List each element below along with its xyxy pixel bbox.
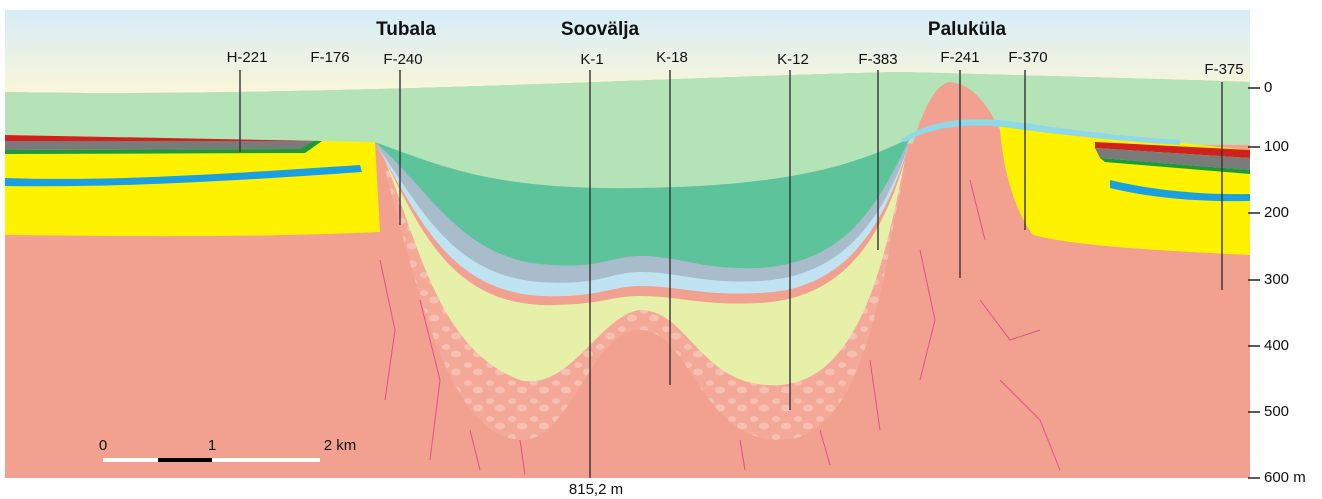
depth-note: 815,2 m [569, 481, 623, 498]
depth-label: 200 [1264, 204, 1289, 221]
borehole-label: F-241 [940, 49, 979, 66]
borehole-label: F-383 [858, 51, 897, 68]
borehole-label: K-12 [777, 51, 809, 68]
place-name: Paluküla [928, 19, 1007, 40]
borehole-label: K-18 [656, 49, 688, 66]
left-grey [5, 141, 320, 150]
place-name: Tubala [376, 19, 436, 40]
depth-label: 0 [1264, 79, 1272, 96]
depth-label: 300 [1264, 271, 1289, 288]
scale-label: 1 [208, 437, 216, 454]
depth-label: 100 [1264, 138, 1289, 155]
borehole-label: F-375 [1204, 61, 1243, 78]
borehole-label: K-1 [580, 51, 603, 68]
scale-label: 0 [99, 437, 107, 454]
borehole-label: F-240 [383, 51, 422, 68]
geology [5, 10, 1250, 478]
depth-label: 400 [1264, 337, 1289, 354]
scale-label: 2 km [324, 437, 357, 454]
place-name: Soovälja [561, 19, 640, 40]
cross-section: Tubala Soovälja Paluküla H-221 F-176 F-2… [0, 0, 1322, 499]
borehole-label: F-176 [310, 49, 349, 66]
borehole-label: F-370 [1008, 49, 1047, 66]
borehole-label: H-221 [227, 49, 268, 66]
depth-label: 500 [1264, 403, 1289, 420]
depth-label: 600 m [1264, 469, 1306, 486]
